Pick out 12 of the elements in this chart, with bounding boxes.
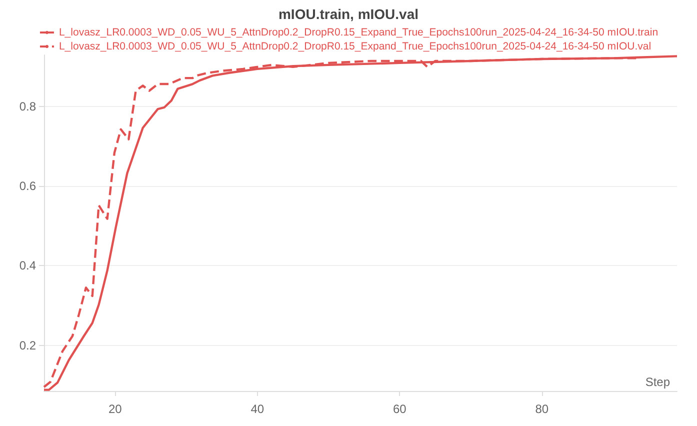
legend-label: L_lovasz_LR0.0003_WD_0.05_WU_5_AttnDrop0.2_DropR0.15_Expand_True_Epochs100run_2025-04-24_16-34-50 mIOU.val [58,40,652,52]
x-tick-label: 60 [392,402,407,416]
y-tick-label: 0.8 [19,100,36,114]
x-tick-label: 20 [108,402,122,416]
y-tick-label: 0.2 [19,338,36,352]
y-tick-label: 0.6 [19,179,36,194]
y-tick-label: 0.4 [19,258,36,273]
x-tick-label: 40 [250,402,264,416]
x-axis-title: Step [645,375,670,389]
chart-title: mIOU.train, mIOU.val [278,6,419,22]
x-tick-label: 80 [535,402,549,416]
legend-label: L_lovasz_LR0.0003_WD_0.05_WU_5_AttnDrop0.2_DropR0.15_Expand_True_Epochs100run_2025-04-24_16-34-50 mIOU.train [58,26,658,38]
